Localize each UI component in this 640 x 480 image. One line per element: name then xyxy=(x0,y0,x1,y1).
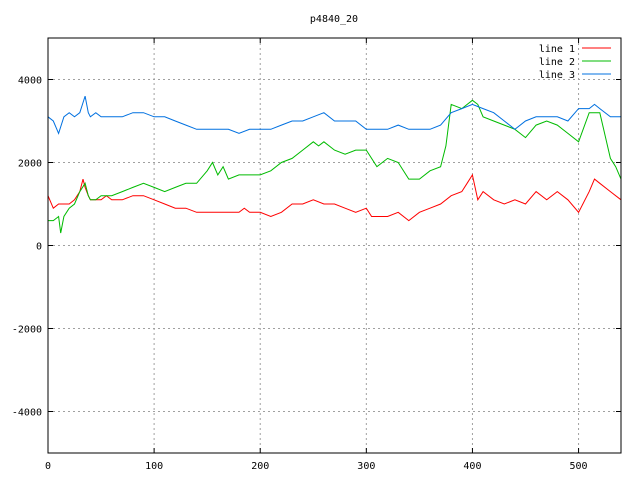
x-tick-label: 200 xyxy=(251,461,269,472)
axis-ticks: 0 100 200 300 400 500 -4000 -2000 0 2000 4000 xyxy=(12,38,621,472)
series-line-2 xyxy=(48,99,622,234)
y-tick-label: 0 xyxy=(36,242,42,253)
legend: line 1 line 2 line 3 xyxy=(539,44,611,81)
series-line-3 xyxy=(47,95,621,135)
grid xyxy=(47,38,621,453)
legend-label: line 3 xyxy=(539,70,575,81)
y-tick-label: 4000 xyxy=(18,76,42,87)
legend-label: line 1 xyxy=(539,44,575,55)
y-tick-label: -2000 xyxy=(12,325,42,336)
y-tick-label: 2000 xyxy=(18,159,42,170)
x-tick-label: 400 xyxy=(463,461,481,472)
x-tick-label: 300 xyxy=(357,461,375,472)
y-tick-label: -4000 xyxy=(12,408,42,419)
series-group xyxy=(47,95,622,234)
x-tick-label: 500 xyxy=(570,461,588,472)
x-tick-label: 0 xyxy=(45,461,51,472)
legend-label: line 2 xyxy=(539,57,575,68)
series-line-1 xyxy=(47,173,622,222)
x-tick-label: 100 xyxy=(145,461,163,472)
chart-title: p4840_20 xyxy=(310,14,358,25)
